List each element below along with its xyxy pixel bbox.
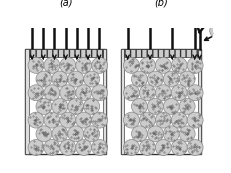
- Circle shape: [155, 57, 170, 73]
- Circle shape: [60, 85, 76, 101]
- Circle shape: [91, 57, 107, 73]
- Circle shape: [209, 24, 222, 37]
- Circle shape: [139, 112, 155, 128]
- Circle shape: [76, 57, 91, 73]
- Circle shape: [76, 85, 91, 101]
- Circle shape: [131, 71, 147, 87]
- Circle shape: [170, 57, 186, 73]
- Circle shape: [123, 140, 139, 156]
- Circle shape: [147, 71, 163, 87]
- Circle shape: [76, 140, 91, 156]
- Circle shape: [155, 112, 170, 128]
- Bar: [102, 49, 105, 154]
- Bar: [120, 49, 124, 154]
- Circle shape: [170, 140, 186, 156]
- Circle shape: [131, 98, 147, 114]
- Circle shape: [179, 71, 194, 87]
- Circle shape: [36, 98, 52, 114]
- Circle shape: [123, 57, 139, 73]
- Circle shape: [67, 71, 83, 87]
- Circle shape: [163, 126, 179, 142]
- Circle shape: [139, 140, 155, 156]
- Circle shape: [60, 140, 76, 156]
- Circle shape: [44, 112, 60, 128]
- Circle shape: [36, 126, 52, 142]
- Circle shape: [170, 112, 186, 128]
- Text: (a): (a): [59, 0, 72, 8]
- Circle shape: [28, 140, 44, 156]
- Bar: [120, 49, 201, 154]
- Circle shape: [28, 112, 44, 128]
- Circle shape: [179, 98, 194, 114]
- Circle shape: [76, 112, 91, 128]
- Circle shape: [186, 112, 202, 128]
- Circle shape: [52, 71, 67, 87]
- Circle shape: [147, 98, 163, 114]
- Circle shape: [60, 57, 76, 73]
- Circle shape: [131, 126, 147, 142]
- Circle shape: [44, 140, 60, 156]
- Circle shape: [28, 85, 44, 101]
- Circle shape: [83, 71, 99, 87]
- Circle shape: [139, 85, 155, 101]
- Circle shape: [179, 126, 194, 142]
- Bar: [25, 49, 105, 154]
- Circle shape: [186, 57, 202, 73]
- Circle shape: [60, 112, 76, 128]
- Circle shape: [186, 85, 202, 101]
- Bar: [197, 49, 201, 154]
- Circle shape: [170, 85, 186, 101]
- Circle shape: [36, 71, 52, 87]
- Circle shape: [28, 57, 44, 73]
- Circle shape: [44, 85, 60, 101]
- Circle shape: [139, 57, 155, 73]
- Circle shape: [91, 140, 107, 156]
- Bar: [25, 49, 29, 154]
- Bar: [29, 49, 102, 57]
- Circle shape: [83, 126, 99, 142]
- Circle shape: [67, 126, 83, 142]
- Circle shape: [52, 98, 67, 114]
- Text: (b): (b): [154, 0, 167, 8]
- Circle shape: [163, 71, 179, 87]
- Circle shape: [91, 85, 107, 101]
- Circle shape: [123, 112, 139, 128]
- Circle shape: [52, 126, 67, 142]
- Circle shape: [123, 85, 139, 101]
- Circle shape: [67, 98, 83, 114]
- Bar: [124, 49, 197, 57]
- Circle shape: [147, 126, 163, 142]
- Circle shape: [83, 98, 99, 114]
- Circle shape: [186, 140, 202, 156]
- Circle shape: [44, 57, 60, 73]
- Circle shape: [155, 140, 170, 156]
- Circle shape: [91, 112, 107, 128]
- Circle shape: [155, 85, 170, 101]
- Circle shape: [163, 98, 179, 114]
